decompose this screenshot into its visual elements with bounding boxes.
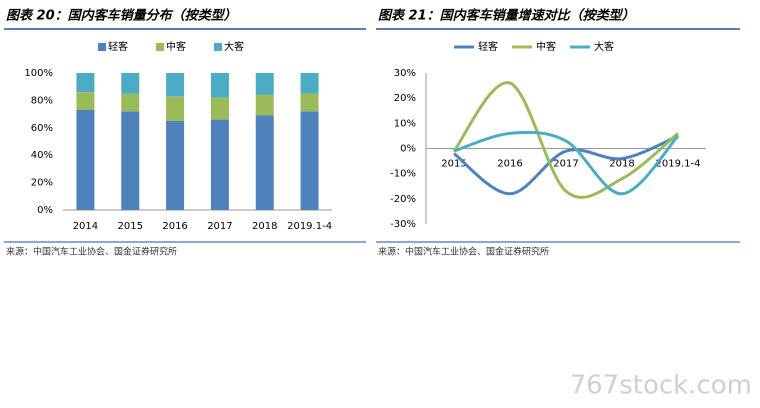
y-tick-label: 10%	[394, 118, 416, 129]
bar-segment	[121, 73, 140, 94]
bar-segment	[255, 73, 274, 95]
legend-swatch	[98, 43, 106, 51]
bar-segment	[300, 111, 319, 210]
x-tick-label: 2019.1-4	[656, 159, 701, 170]
legend-label: 轻客	[108, 40, 128, 53]
x-tick-label: 2014	[73, 221, 98, 232]
bar-segment	[76, 73, 95, 93]
source: 来源：中国汽车工业协会、国金证券研究所	[378, 246, 549, 258]
y-tick-label: -20%	[390, 194, 416, 205]
bar-segment	[166, 120, 185, 210]
legend-label: 中客	[536, 40, 556, 53]
x-tick-label: 2018	[609, 159, 634, 170]
bar-segment	[300, 73, 319, 94]
bar-segment	[166, 96, 185, 121]
bar-segment	[210, 119, 229, 210]
x-tick-label: 2019.1-4	[287, 221, 332, 232]
y-tick-label: 20%	[31, 178, 53, 189]
bar-segment	[121, 93, 140, 112]
legend-label: 大客	[224, 40, 244, 53]
chart-title: 图表 21：国内客车销量增速对比（按类型）	[378, 8, 635, 24]
legend-label: 中客	[166, 40, 186, 53]
y-tick-label: 100%	[24, 68, 53, 79]
bar-segment	[76, 109, 95, 210]
bar-segment	[166, 73, 185, 97]
bar-segment	[255, 115, 274, 210]
x-tick-label: 2018	[252, 221, 277, 232]
bar-segment	[210, 97, 229, 120]
y-tick-label: 0%	[37, 205, 53, 216]
x-tick-label: 2016	[497, 159, 522, 170]
y-tick-label: 80%	[31, 95, 53, 106]
x-tick-label: 2016	[162, 221, 187, 232]
x-tick-label: 2017	[207, 221, 232, 232]
bar-segment	[121, 111, 140, 210]
y-tick-label: 20%	[394, 93, 416, 104]
legend-swatch	[214, 43, 222, 51]
legend-label: 大客	[594, 40, 614, 53]
legend-label: 轻客	[478, 40, 498, 53]
chart-title: 图表 20：国内客车销量分布（按类型）	[6, 8, 237, 24]
y-tick-label: 30%	[394, 68, 416, 79]
y-tick-label: -10%	[390, 169, 416, 180]
y-tick-label: 40%	[31, 150, 53, 161]
watermark: 767stock.com	[570, 371, 752, 401]
series-line	[453, 130, 680, 196]
bar-segment	[300, 93, 319, 112]
series-line	[453, 134, 679, 196]
x-tick-label: 2015	[441, 159, 466, 170]
source: 来源：中国汽车工业协会、国金证券研究所	[6, 246, 177, 258]
x-tick-label: 2017	[553, 159, 578, 170]
bar-segment	[255, 94, 274, 116]
bar-segment	[210, 73, 229, 98]
bar-segment	[76, 92, 95, 110]
series-line	[452, 81, 679, 199]
y-tick-label: 60%	[31, 123, 53, 134]
legend-swatch	[156, 43, 164, 51]
y-tick-label: 0%	[400, 144, 416, 155]
y-tick-label: -30%	[390, 219, 416, 230]
x-tick-label: 2015	[118, 221, 143, 232]
